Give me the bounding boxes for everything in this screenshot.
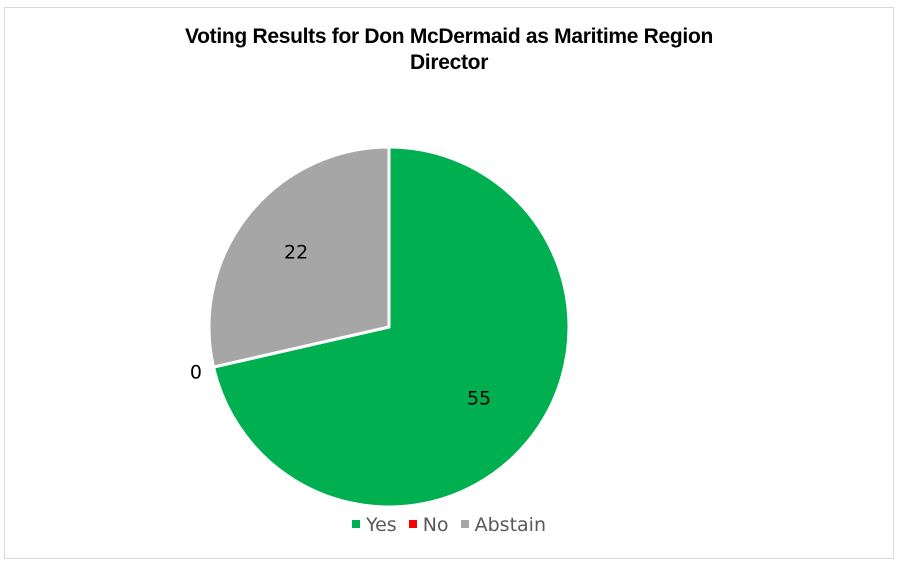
legend-swatch-abstain bbox=[460, 519, 469, 528]
legend-item-abstain: Abstain bbox=[460, 514, 546, 536]
chart-title: Voting Results for Don McDermaid as Mari… bbox=[0, 24, 898, 76]
legend-label-no: No bbox=[422, 514, 449, 536]
data-label-yes: 55 bbox=[467, 387, 491, 409]
pie-slice-yes bbox=[212, 145, 571, 509]
legend-swatch-yes bbox=[352, 519, 360, 528]
pie-slices bbox=[207, 145, 571, 509]
data-label-no: 0 bbox=[190, 362, 202, 384]
data-label-abstain: 22 bbox=[284, 241, 308, 263]
legend-label-yes: Yes bbox=[366, 514, 397, 536]
legend-item-yes: Yes bbox=[352, 514, 397, 536]
chart-title-line-1: Voting Results for Don McDermaid as Mari… bbox=[184, 25, 714, 48]
legend-label-abstain: Abstain bbox=[474, 514, 546, 536]
pie-data-labels: 55 0 22 bbox=[190, 241, 491, 409]
legend-swatch-no bbox=[408, 519, 417, 528]
chart-title-line-2: Director bbox=[409, 51, 489, 74]
pie-slice-abstain bbox=[207, 145, 391, 369]
legend-item-no: No bbox=[408, 514, 449, 536]
chart-legend: Yes No Abstain bbox=[0, 514, 898, 536]
